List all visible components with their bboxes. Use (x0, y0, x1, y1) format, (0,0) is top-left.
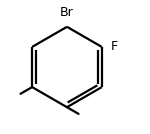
Text: Br: Br (60, 6, 74, 19)
Text: F: F (111, 40, 118, 53)
